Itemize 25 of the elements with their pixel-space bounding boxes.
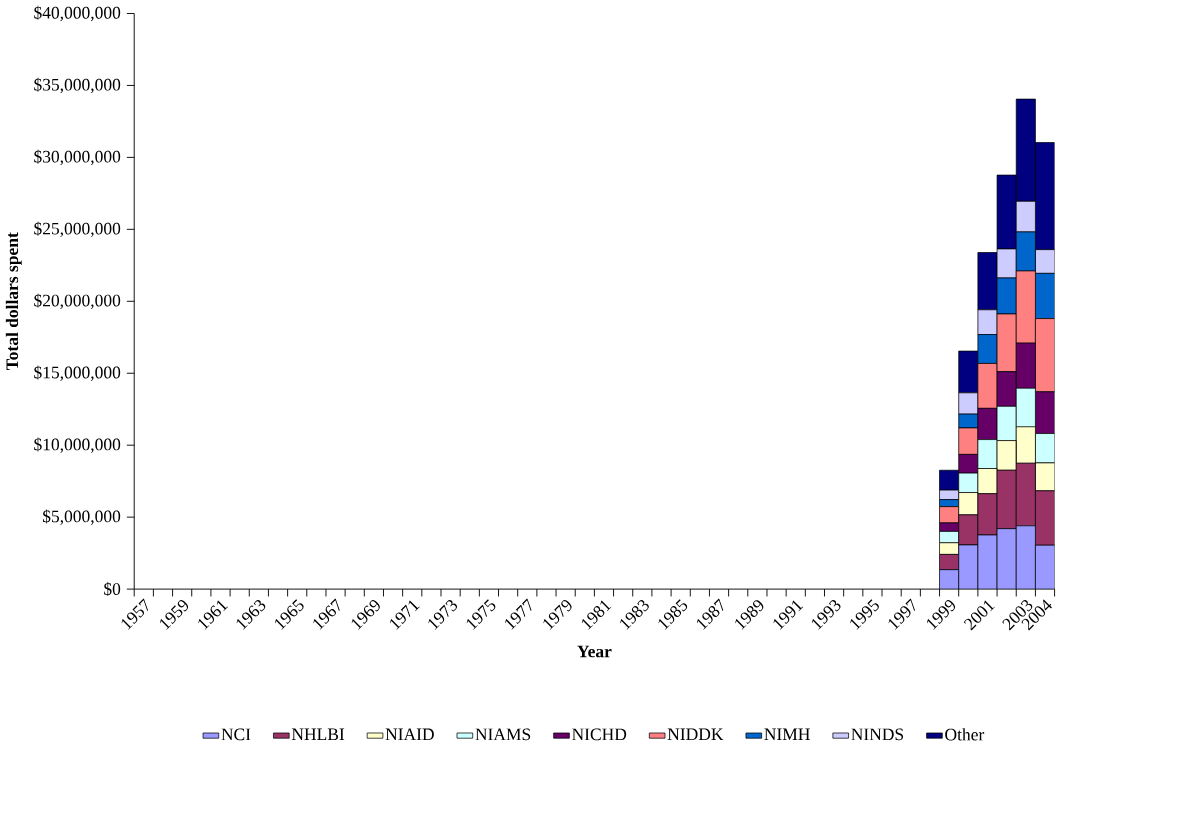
legend-label: NIAMS [475,728,531,741]
legend-label: NIAID [385,728,434,741]
legend-label: NICHD [572,728,627,741]
y-tick-label: $20,000,000 [34,293,121,310]
y-tick-label: $15,000,000 [34,365,121,382]
y-tick-label: $5,000,000 [42,509,121,525]
bar [1035,273,1055,320]
legend-label: Other [945,728,985,741]
bar [1035,249,1055,274]
y-tick-label: $0 [104,582,121,597]
y-tick-label: $25,000,000 [34,221,121,238]
legend-label: NCI [221,728,251,741]
y-tick-label: $40,000,000 [34,5,121,22]
bar [958,350,979,394]
bar [958,472,979,494]
y-tick-label: $10,000,000 [34,437,121,453]
y-axis-title: Total dollars spent [5,232,22,371]
legend-label: NIDDK [667,728,724,741]
legend-label: NINDS [851,728,904,741]
legend-label: NHLBI [291,728,345,741]
legend-label: NIMH [764,728,810,741]
y-tick-label: $30,000,000 [34,149,121,166]
bar [1035,391,1055,435]
y-tick-label: $35,000,000 [34,77,121,94]
x-axis-title: Year [577,645,612,658]
